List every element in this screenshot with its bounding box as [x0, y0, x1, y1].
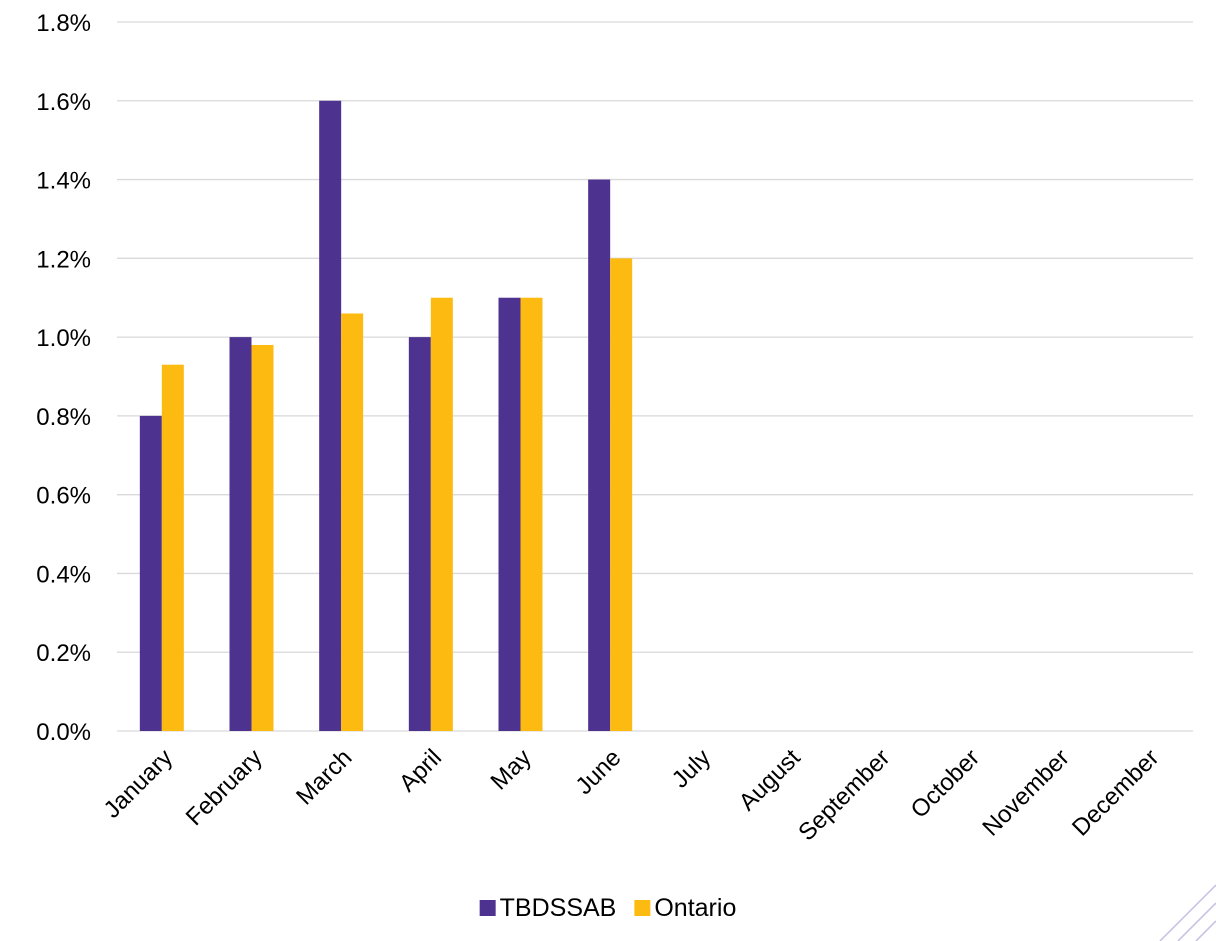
bar-ontario-june	[610, 258, 633, 731]
y-tick-label: 1.8%	[36, 10, 91, 37]
bar-tbdssab-february	[229, 337, 252, 731]
x-tick-label: May	[486, 744, 537, 795]
x-tick-label: October	[906, 744, 985, 823]
x-tick-label: December	[1067, 744, 1164, 841]
y-tick-label: 1.2%	[36, 246, 91, 273]
bar-ontario-april	[430, 297, 453, 731]
x-tick-label: June	[571, 744, 627, 800]
bar-tbdssab-april	[408, 337, 431, 731]
y-tick-label: 0.6%	[36, 483, 91, 510]
bar-ontario-january	[161, 364, 184, 731]
bar-ontario-march	[341, 313, 364, 731]
bar-tbdssab-june	[588, 179, 611, 732]
bar-tbdssab-january	[139, 415, 162, 731]
x-tick-label: August	[734, 744, 806, 816]
y-tick-label: 1.6%	[36, 89, 91, 116]
gridlines	[117, 21, 1193, 732]
y-tick-label: 0.0%	[36, 719, 91, 746]
legend-swatch-ontario	[634, 900, 651, 916]
x-tick-label: April	[394, 744, 447, 797]
legend-item-ontario: Ontario	[634, 894, 736, 922]
y-axis-tick-labels: 0.0% 0.2% 0.4% 0.6% 0.8% 1.0% 1.2% 1.4% 1.6% 1.8%	[36, 10, 91, 746]
legend-item-tbdssab: TBDSSAB	[479, 894, 617, 922]
x-tick-label: January	[99, 744, 178, 823]
x-tick-label: November	[977, 744, 1074, 841]
x-tick-label: March	[291, 744, 357, 810]
bar-ontario-may	[520, 297, 543, 731]
bar-ontario-february	[251, 344, 274, 731]
y-tick-label: 0.4%	[36, 561, 91, 588]
x-tick-label: February	[181, 744, 268, 831]
y-tick-label: 1.0%	[36, 325, 91, 352]
x-tick-label: July	[667, 744, 716, 793]
corner-decoration	[1159, 884, 1216, 941]
x-tick-label: September	[793, 744, 895, 846]
x-axis-tick-labels: January February March April May June July Augu…	[99, 744, 1165, 846]
y-tick-label: 0.2%	[36, 640, 91, 667]
legend-swatch-tbdssab	[479, 900, 496, 916]
y-tick-label: 1.4%	[36, 168, 91, 195]
bar-tbdssab-may	[498, 297, 521, 731]
y-tick-label: 0.8%	[36, 404, 91, 431]
legend-label-ontario: Ontario	[654, 894, 736, 922]
bars	[139, 100, 633, 732]
legend-label-tbdssab: TBDSSAB	[500, 894, 617, 922]
bar-tbdssab-march	[319, 100, 342, 732]
legend: TBDSSAB Ontario	[479, 894, 736, 922]
